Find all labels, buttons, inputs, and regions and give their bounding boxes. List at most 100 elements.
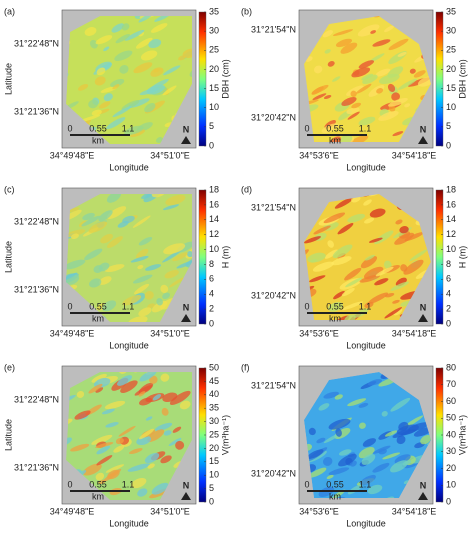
raster-blob [338, 453, 357, 467]
raster-blob [138, 236, 153, 246]
raster-blob [399, 225, 409, 234]
raster-blob [128, 448, 143, 455]
north-label: N [183, 124, 190, 134]
raster-blob [396, 424, 419, 435]
colorbar-tick-label: 10 [446, 480, 456, 490]
raster-blob [385, 430, 398, 437]
raster-blob [94, 76, 106, 86]
raster-blob [387, 83, 396, 92]
raster-blob [137, 488, 148, 497]
colorbar-tick-label: 30 [209, 26, 219, 36]
raster-blob [339, 449, 352, 456]
raster-blob [316, 437, 326, 444]
colorbar-tick-label: 6 [209, 274, 214, 284]
raster-blob [328, 467, 350, 475]
raster-blob [372, 445, 391, 454]
raster-blob [185, 257, 192, 268]
raster-blob [358, 447, 375, 459]
lon-tick-label: 34°53'6"E [299, 506, 339, 516]
colorbar-tick-label: 50 [209, 362, 219, 372]
colorbar-tick-label: 16 [446, 199, 456, 209]
raster-blob [116, 326, 127, 333]
raster-blob [322, 456, 333, 466]
raster-blob [374, 278, 389, 286]
raster-blob [152, 394, 162, 401]
north-arrow [418, 136, 428, 144]
raster-blob [144, 291, 154, 300]
raster-blob [409, 68, 416, 74]
raster-blob [162, 292, 171, 300]
raster-blob [341, 287, 355, 297]
colorbar-label: H (m) [220, 246, 230, 269]
raster-blob [107, 503, 130, 516]
lon-tick-label: 34°51'0"E [150, 506, 190, 516]
north-label: N [420, 480, 427, 490]
raster-blob [309, 275, 326, 283]
lat-tick-label: 31°20'42"N [251, 290, 296, 300]
raster-blob [398, 78, 417, 90]
scale-bar [70, 490, 130, 492]
colorbar-tick-label: 12 [209, 229, 219, 239]
lon-tick-label: 34°51'0"E [150, 150, 190, 160]
raster-blob [395, 277, 407, 287]
raster-blob [121, 23, 130, 31]
colorbar-label: DBH (cm) [457, 59, 467, 99]
raster-blob [82, 212, 95, 221]
lat-tick-label: 31°21'36"N [14, 462, 59, 472]
raster-blob [139, 372, 157, 382]
raster-blob [119, 64, 129, 74]
raster-blob [74, 410, 91, 420]
colorbar-tick-label: 5 [209, 483, 214, 493]
raster-blob [98, 479, 106, 484]
raster-blob [361, 453, 376, 465]
raster-blob [168, 437, 182, 447]
scale-label: 0 [67, 123, 72, 133]
lon-tick-label: 34°53'6"E [299, 150, 339, 160]
raster-blob [351, 67, 371, 78]
colorbar-tick-label: 0 [209, 318, 214, 328]
raster-blob [368, 292, 389, 304]
raster-blob [91, 109, 102, 116]
y-axis-label: Latitude [3, 63, 13, 95]
colorbar-tick-label: 0 [446, 496, 451, 506]
panel-label: (c) [4, 184, 15, 194]
raster-blob [160, 284, 169, 294]
x-axis-label: Longitude [109, 518, 149, 528]
panel-label: (f) [241, 362, 250, 372]
raster-blob [138, 16, 155, 23]
raster-blob [144, 170, 164, 185]
raster-blob [66, 229, 86, 238]
raster-blob [375, 0, 390, 11]
raster-blob [77, 83, 89, 91]
colorbar-tick-label: 4 [446, 289, 451, 299]
raster-blob [145, 264, 162, 271]
raster-blob [120, 176, 134, 188]
raster-blob [388, 38, 409, 51]
colorbar-tick-label: 20 [209, 443, 219, 453]
raster-blob [396, 435, 406, 445]
raster-blob [78, 114, 101, 123]
raster-blob [182, 48, 192, 58]
raster-blob [112, 84, 120, 90]
raster-blob [148, 39, 162, 49]
north-arrow [418, 314, 428, 322]
north-label: N [420, 302, 427, 312]
raster-blob [346, 107, 360, 115]
raster-blob [341, 301, 364, 311]
raster-blob [155, 137, 163, 143]
raster-blob [341, 97, 357, 107]
raster-blob [372, 462, 390, 473]
raster-blob [95, 387, 104, 393]
raster-blob [66, 259, 86, 270]
colorbar-tick-label: 50 [446, 413, 456, 423]
raster-blob [280, 49, 295, 60]
raster-blob [88, 383, 103, 394]
raster-blob [326, 474, 334, 480]
x-axis-label: Longitude [109, 162, 149, 172]
colorbar-tick-label: 60 [446, 396, 456, 406]
raster-blob [91, 373, 107, 383]
raster-blob [313, 225, 331, 235]
raster-blob [327, 240, 334, 248]
raster-blob [376, 88, 384, 94]
